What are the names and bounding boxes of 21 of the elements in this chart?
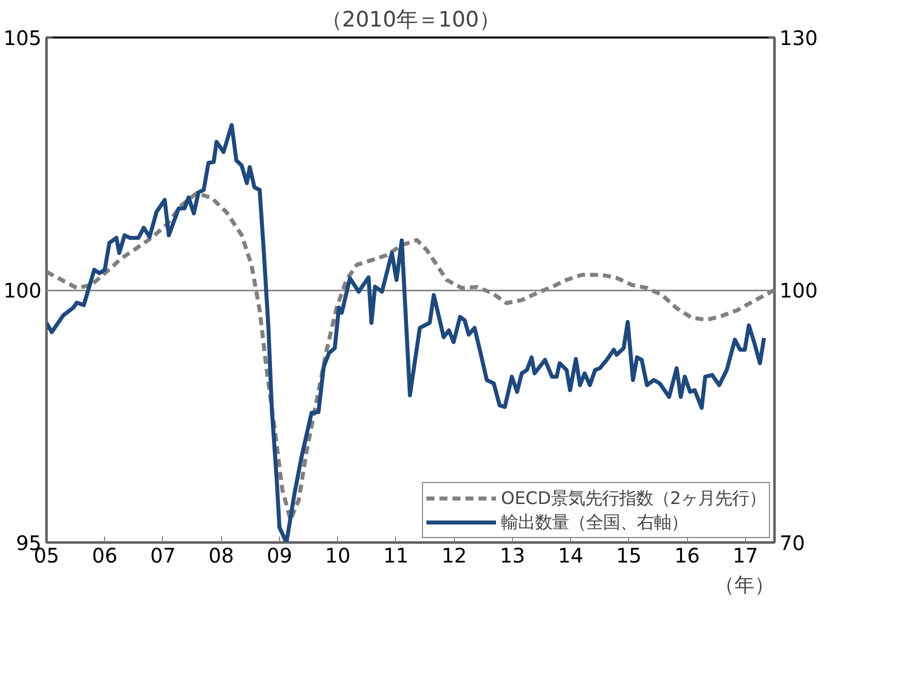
chart-title: （2010年＝100） (321, 8, 500, 32)
y2-tick-label: 100 (780, 278, 818, 302)
y-tick-label: 105 (3, 26, 42, 50)
x-tick-label: 12 (441, 544, 467, 568)
y-tick-label: 100 (3, 278, 42, 302)
y2-tick-label: 130 (780, 26, 818, 50)
x-tick-label: 13 (500, 544, 526, 568)
x-tick-label: 06 (92, 544, 118, 568)
legend-label: OECD景気先行指数（2ヶ月先行） (500, 488, 766, 510)
x-tick-label: 09 (266, 544, 292, 568)
y2-tick-label: 70 (780, 531, 805, 555)
text: （年） (714, 572, 774, 596)
x-tick-label: 17 (732, 544, 758, 568)
x-tick-label: 08 (208, 544, 234, 568)
legend-label: 輸出数量（全国、右軸） (500, 512, 688, 534)
x-tick-label: 16 (674, 544, 700, 568)
x-tick-label: 11 (383, 544, 409, 568)
x-tick-label: 10 (324, 544, 350, 568)
x-tick-label: 14 (558, 544, 584, 568)
x-tick-label: 07 (150, 544, 176, 568)
x-tick-label: 15 (616, 544, 642, 568)
